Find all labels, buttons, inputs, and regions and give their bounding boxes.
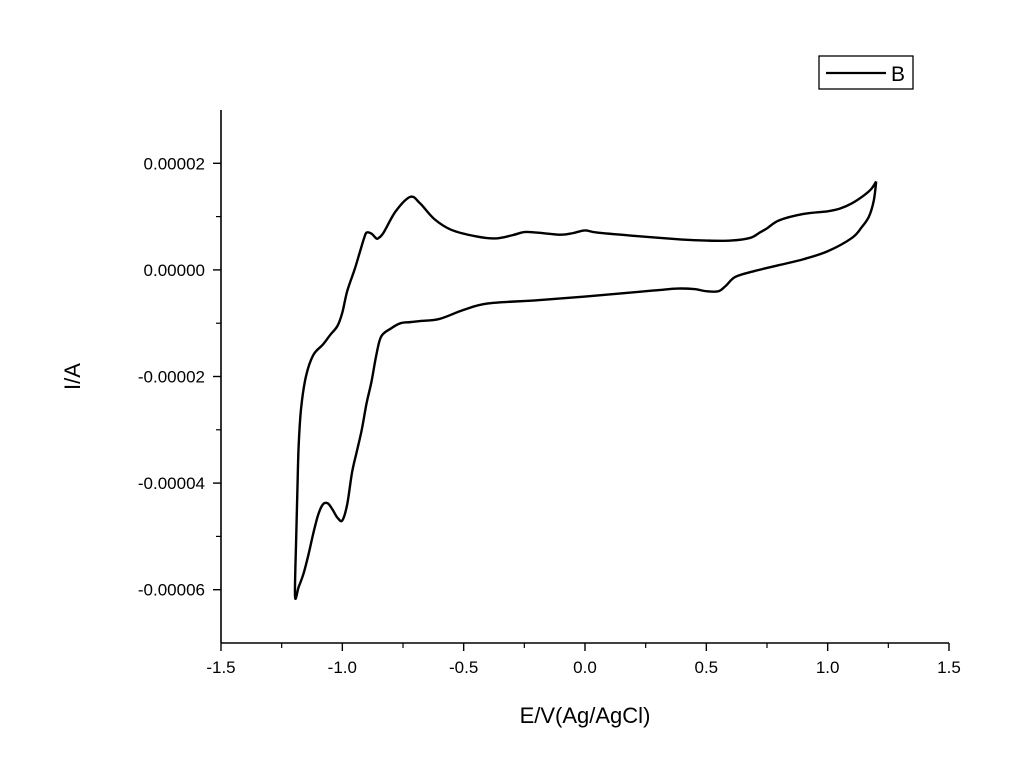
- y-axis-label: I/A: [60, 363, 85, 390]
- x-tick-label: 1.5: [937, 658, 961, 677]
- y-tick-label: 0.00002: [144, 154, 205, 173]
- x-tick-label: 0.5: [695, 658, 719, 677]
- y-tick-label: -0.00006: [138, 581, 205, 600]
- series-line-B: [293, 180, 878, 600]
- axes: -1.5 -1.0 -0.5 0.0 0.5 1.0 1.5 0.00002 0.00000 -0…: [138, 110, 961, 677]
- x-tick-label: -1.5: [206, 658, 235, 677]
- x-tick-label: -0.5: [449, 658, 478, 677]
- x-axis-label: E/V(Ag/AgCl): [520, 703, 651, 728]
- y-tick-label: 0.00000: [144, 261, 205, 280]
- y-tick-label: -0.00002: [138, 368, 205, 387]
- legend: B: [818, 55, 914, 90]
- x-tick-label: -1.0: [328, 658, 357, 677]
- legend-entry-label: B: [891, 63, 905, 86]
- x-tick-label: 1.0: [816, 658, 840, 677]
- plot-series: [293, 180, 878, 600]
- x-tick-label: 0.0: [573, 658, 597, 677]
- y-tick-label: -0.00004: [138, 474, 205, 493]
